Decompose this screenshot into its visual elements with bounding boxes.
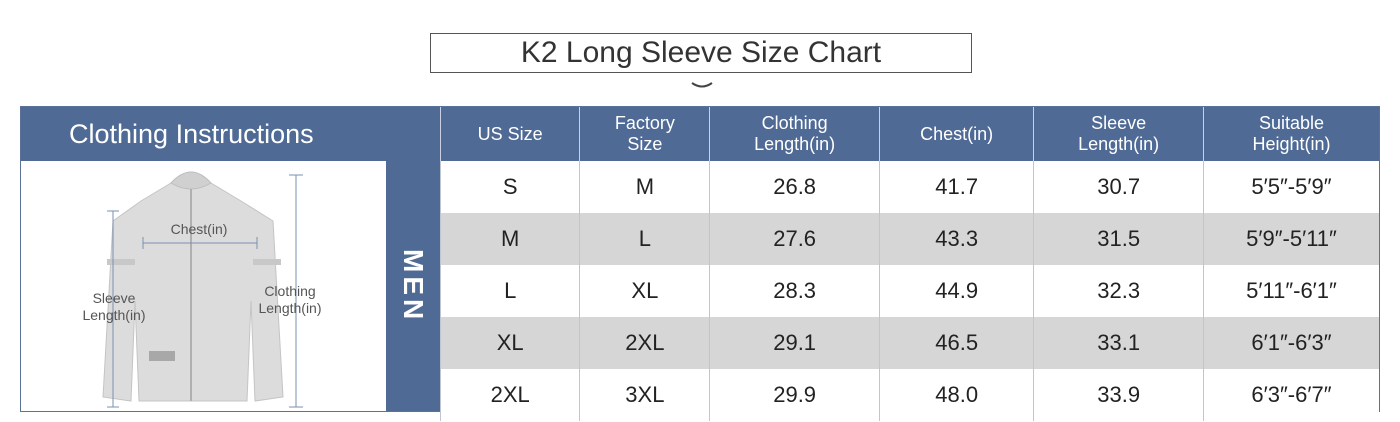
table-cell: M bbox=[439, 213, 580, 265]
chest-label: Chest(in) bbox=[171, 221, 228, 237]
column-header-text: US Size bbox=[477, 123, 543, 144]
column-header: Clothing Length(in) bbox=[709, 107, 880, 161]
clothing-length-label-line2: Length(in) bbox=[258, 300, 321, 316]
table-cell: S bbox=[439, 161, 580, 213]
gender-text: MEN bbox=[398, 248, 429, 324]
table-cell: 33.1 bbox=[1033, 317, 1204, 369]
table-cell: 2XL bbox=[579, 317, 710, 369]
table-cell: 28.3 bbox=[709, 265, 880, 317]
column-header-text: Length(in) bbox=[1078, 134, 1160, 154]
column-header-text: Sleeve bbox=[1091, 113, 1147, 133]
column-header-text: Chest(in) bbox=[920, 123, 994, 144]
table-cell: 32.3 bbox=[1033, 265, 1204, 317]
table-cell: M bbox=[579, 161, 710, 213]
table-cell: 2XL bbox=[439, 369, 580, 421]
sleeve-label-line2: Length(in) bbox=[82, 307, 145, 323]
column-header: US Size bbox=[439, 107, 580, 161]
column-header-text: Factory bbox=[614, 113, 675, 133]
table-cell: 26.8 bbox=[709, 161, 880, 213]
column-header: Suitable Height(in) bbox=[1202, 107, 1379, 161]
table-cell: XL bbox=[579, 265, 710, 317]
table-cell: 46.5 bbox=[878, 317, 1034, 369]
table-cell: 5′5″-5′9″ bbox=[1202, 161, 1379, 213]
table-cell: 5′11″-6′1″ bbox=[1202, 265, 1379, 317]
table-cell: XL bbox=[439, 317, 580, 369]
table-cell: 6′1″-6′3″ bbox=[1202, 317, 1379, 369]
chevron-down-icon bbox=[691, 82, 713, 88]
table-row: 2XL 3XL 29.9 48.0 33.9 6′3″-6′7″ bbox=[439, 369, 1379, 421]
gender-label: MEN bbox=[386, 161, 440, 411]
table-row: L XL 28.3 44.9 32.3 5′11″-6′1″ bbox=[439, 265, 1379, 317]
table-cell: L bbox=[439, 265, 580, 317]
table-cell: 6′3″-6′7″ bbox=[1202, 369, 1379, 421]
table-cell: 33.9 bbox=[1033, 369, 1204, 421]
table-cell: L bbox=[579, 213, 710, 265]
table-row: M L 27.6 43.3 31.5 5′9″-5′11″ bbox=[439, 213, 1379, 265]
column-header: Factory Size bbox=[579, 107, 710, 161]
sleeve-label-line1: Sleeve bbox=[93, 290, 136, 306]
table-cell: 29.1 bbox=[709, 317, 880, 369]
column-header: Sleeve Length(in) bbox=[1033, 107, 1204, 161]
column-header: Chest(in) bbox=[878, 107, 1034, 161]
table-cell: 5′9″-5′11″ bbox=[1202, 213, 1379, 265]
table-cell: 30.7 bbox=[1033, 161, 1204, 213]
table-cell: 31.5 bbox=[1033, 213, 1204, 265]
table-cell: 3XL bbox=[579, 369, 710, 421]
chart-title: K2 Long Sleeve Size Chart bbox=[430, 33, 972, 73]
column-header-text: Height(in) bbox=[1252, 134, 1331, 154]
column-header-text: Clothing bbox=[761, 113, 828, 133]
table-cell: 43.3 bbox=[878, 213, 1034, 265]
clothing-length-label-line1: Clothing bbox=[264, 283, 315, 299]
size-chart: Clothing Instructions Ch bbox=[20, 106, 1380, 421]
table-row: XL 2XL 29.1 46.5 33.1 6′1″-6′3″ bbox=[439, 317, 1379, 369]
table-cell: 48.0 bbox=[878, 369, 1034, 421]
size-table: US Size Factory Size Clothing Length(in) C… bbox=[439, 107, 1379, 421]
table-cell: 29.9 bbox=[709, 369, 880, 421]
jacket-illustration: Chest(in) Sleeve Length(in) Clothing Len… bbox=[82, 171, 322, 408]
table-header-row: US Size Factory Size Clothing Length(in) C… bbox=[439, 107, 1379, 161]
column-header-text: Suitable bbox=[1258, 113, 1324, 133]
instructions-header: Clothing Instructions bbox=[21, 107, 441, 161]
table-cell: 41.7 bbox=[878, 161, 1034, 213]
table-cell: 44.9 bbox=[878, 265, 1034, 317]
table-cell: 27.6 bbox=[709, 213, 880, 265]
column-header-text: Length(in) bbox=[754, 134, 836, 154]
garment-diagram: Chest(in) Sleeve Length(in) Clothing Len… bbox=[21, 161, 386, 411]
column-header-text: Size bbox=[627, 134, 663, 154]
table-row: S M 26.8 41.7 30.7 5′5″-5′9″ bbox=[439, 161, 1379, 213]
